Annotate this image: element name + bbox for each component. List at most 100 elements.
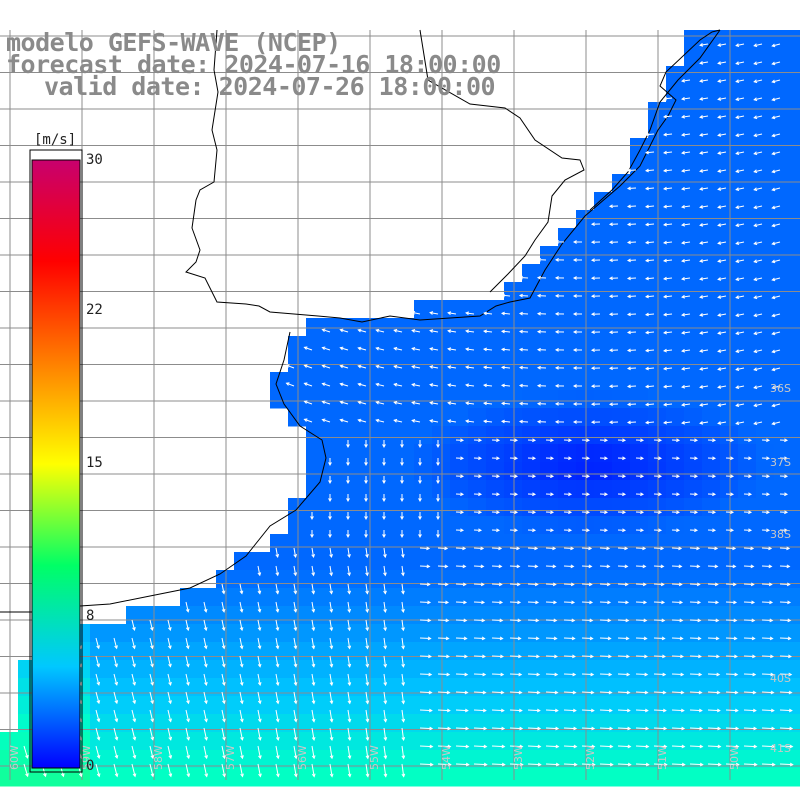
- speed-cell: [630, 624, 649, 643]
- wind-arrow: [671, 708, 685, 713]
- speed-cell: [360, 336, 379, 355]
- speed-cell: [414, 732, 433, 751]
- speed-cell: [144, 642, 163, 661]
- speed-cell: [666, 102, 685, 121]
- speed-cell: [90, 714, 109, 733]
- speed-cell: [288, 336, 307, 355]
- speed-cell: [558, 444, 577, 463]
- wind-arrow: [113, 745, 119, 760]
- wind-arrow: [23, 745, 29, 759]
- speed-cell: [756, 48, 775, 67]
- speed-cell: [288, 624, 307, 643]
- speed-cell: [288, 408, 307, 427]
- wind-arrow: [599, 492, 609, 497]
- speed-cell: [450, 516, 469, 535]
- speed-cell: [738, 678, 757, 697]
- wind-arrow: [753, 349, 763, 354]
- wind-arrow: [509, 744, 524, 749]
- wind-arrow: [95, 655, 101, 668]
- wind-arrow: [149, 709, 155, 723]
- speed-cell: [792, 444, 800, 463]
- speed-cell: [792, 192, 800, 211]
- wind-arrow: [375, 400, 385, 405]
- speed-cell: [396, 642, 415, 661]
- speed-cell: [162, 678, 181, 697]
- speed-cell: [666, 498, 685, 517]
- wind-arrow: [689, 510, 699, 515]
- wind-arrow: [455, 564, 467, 569]
- wind-arrow: [572, 294, 583, 298]
- wind-arrow: [753, 151, 763, 156]
- speed-cell: [558, 732, 577, 751]
- wind-arrow: [518, 293, 529, 298]
- speed-cell: [324, 444, 343, 463]
- wind-arrow: [310, 512, 314, 521]
- speed-cell: [648, 696, 667, 715]
- speed-cell: [288, 372, 307, 391]
- wind-arrow: [608, 420, 619, 425]
- wind-arrow: [527, 744, 542, 749]
- speed-cell: [558, 336, 577, 355]
- wind-arrow: [275, 547, 280, 559]
- speed-cell: [594, 228, 613, 247]
- wind-arrow: [743, 438, 753, 443]
- colorbar-unit: [m/s]: [34, 132, 77, 148]
- speed-cell: [432, 642, 451, 661]
- speed-cell: [234, 624, 253, 643]
- speed-cell: [576, 444, 595, 463]
- speed-cell: [342, 696, 361, 715]
- speed-cell: [126, 606, 145, 625]
- colorbar-gradient: [31, 159, 81, 769]
- speed-cell: [252, 642, 271, 661]
- wind-arrow: [671, 726, 686, 731]
- wind-arrow: [293, 673, 298, 687]
- speed-cell: [450, 444, 469, 463]
- wind-arrow: [357, 346, 367, 351]
- wind-arrow: [149, 619, 154, 632]
- wind-arrow: [572, 330, 583, 334]
- wind-arrow: [779, 708, 793, 713]
- speed-cell: [756, 624, 775, 643]
- speed-cell: [486, 462, 505, 481]
- speed-cell: [504, 444, 523, 463]
- wind-arrow: [707, 510, 717, 515]
- wind-arrow: [275, 709, 280, 723]
- speed-cell: [756, 444, 775, 463]
- wind-arrow: [635, 582, 647, 587]
- wind-arrow: [167, 691, 172, 705]
- speed-cell: [432, 714, 451, 733]
- wind-arrow: [617, 600, 630, 605]
- speed-cell: [486, 750, 505, 769]
- speed-cell: [342, 714, 361, 733]
- wind-arrow: [725, 438, 735, 443]
- wind-arrow: [293, 691, 298, 705]
- speed-cell: [576, 768, 595, 787]
- speed-cell: [90, 660, 109, 679]
- speed-cell: [612, 264, 631, 283]
- speed-cell: [324, 516, 343, 535]
- wind-arrow: [735, 241, 745, 245]
- speed-cell: [324, 336, 343, 355]
- speed-cell: [72, 768, 91, 787]
- wind-arrow: [113, 763, 119, 778]
- wind-arrow: [671, 474, 681, 479]
- lon-label: 53W: [512, 745, 525, 770]
- wind-arrow: [707, 636, 720, 641]
- wind-arrow: [626, 420, 637, 425]
- speed-cell: [684, 84, 703, 103]
- speed-cell: [594, 624, 613, 643]
- speed-cell: [270, 534, 289, 553]
- speed-cell: [558, 534, 577, 553]
- speed-cell: [666, 570, 685, 589]
- wind-arrow: [617, 726, 632, 731]
- speed-cell: [216, 696, 235, 715]
- speed-cell: [630, 480, 649, 499]
- wind-arrow: [185, 673, 190, 686]
- speed-cell: [90, 642, 109, 661]
- wind-arrow: [635, 762, 650, 767]
- speed-cell: [720, 516, 739, 535]
- speed-cell: [558, 264, 577, 283]
- speed-cell: [54, 768, 73, 787]
- speed-cell: [558, 750, 577, 769]
- speed-cell: [612, 390, 631, 409]
